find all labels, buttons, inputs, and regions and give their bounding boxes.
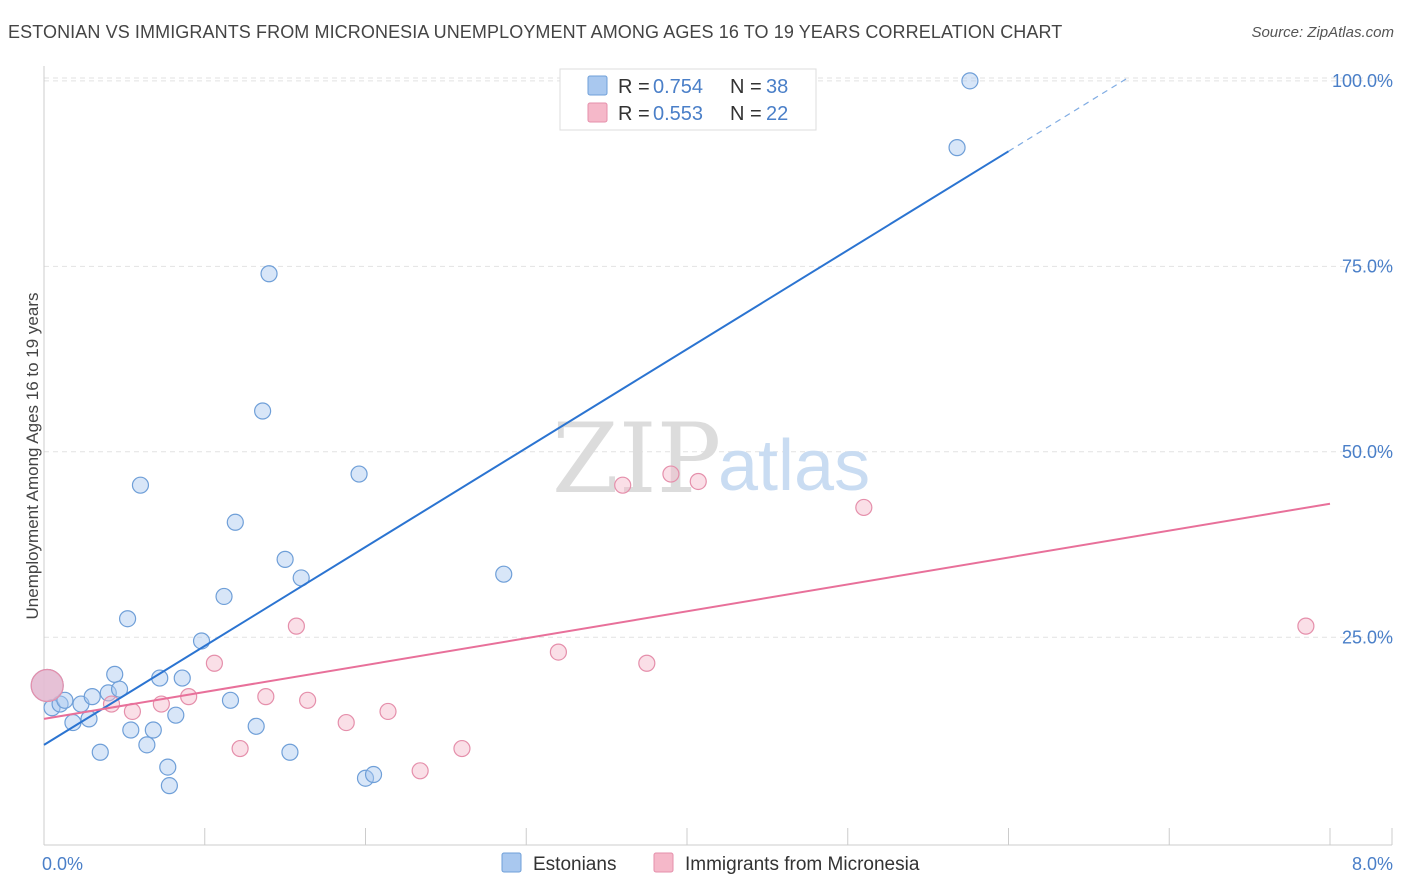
estonians-point[interactable] (226, 513, 244, 531)
estonians-point[interactable] (167, 706, 185, 724)
micronesia-point[interactable] (638, 654, 656, 672)
stats-swatch-micronesia (587, 102, 608, 123)
stats-r-value: 0.553 (653, 103, 703, 125)
estonians-point[interactable] (159, 758, 177, 776)
micronesia-point[interactable] (411, 762, 429, 780)
estonians-point[interactable] (99, 684, 117, 702)
estonians-point[interactable] (948, 139, 966, 157)
chart-title: ESTONIAN VS IMMIGRANTS FROM MICRONESIA U… (8, 22, 1063, 42)
estonians-point[interactable] (364, 765, 383, 784)
legend-item-estonians[interactable]: Estonians (501, 852, 616, 875)
x-tick-label-min: 0.0% (42, 854, 83, 874)
micronesia-point[interactable] (855, 498, 873, 517)
estonians-point[interactable] (131, 476, 150, 494)
x-tick-label-max: 8.0% (1352, 854, 1393, 874)
estonians-point[interactable] (83, 688, 101, 706)
stats-swatch-estonians (587, 75, 608, 96)
stats-n-label: N = (730, 76, 762, 98)
micronesia-point[interactable] (205, 654, 223, 672)
micronesia-point[interactable] (1297, 617, 1315, 635)
estonians-point[interactable] (961, 72, 979, 90)
estonians-trend-line (43, 150, 1010, 746)
micronesia-point[interactable] (662, 465, 680, 483)
micronesia-point[interactable] (287, 617, 305, 635)
estonians-point[interactable] (192, 632, 211, 650)
estonians-point[interactable] (56, 691, 74, 709)
legend-label-micronesia: Immigrants from Micronesia (685, 854, 920, 875)
estonians-point[interactable] (118, 610, 137, 628)
micronesia-point[interactable] (689, 472, 707, 491)
stats-row-estonians: R = 0.754 N = 38 (587, 75, 788, 98)
trend-lines (43, 76, 1331, 746)
watermark-atlas: atlas (718, 426, 870, 506)
estonians-point[interactable] (281, 743, 299, 761)
y-axis-label: Unemployment Among Ages 16 to 19 years (23, 293, 42, 620)
stats-n-value: 22 (766, 103, 788, 125)
estonians-point[interactable] (254, 402, 272, 420)
legend-swatch-micronesia (653, 852, 674, 873)
gridlines (44, 77, 1392, 638)
micronesia-point[interactable] (453, 739, 471, 758)
micronesia-point[interactable] (231, 739, 249, 758)
estonians-point[interactable] (173, 669, 191, 687)
estonians-point[interactable] (122, 721, 140, 739)
source-attribution: Source: ZipAtlas.com (1251, 24, 1394, 41)
axes (43, 66, 1392, 846)
legend-label-estonians: Estonians (533, 854, 616, 875)
estonians-point[interactable] (356, 769, 375, 787)
estonians-point[interactable] (350, 465, 368, 483)
y-tick-label: 75.0% (1342, 256, 1393, 276)
estonians-point[interactable] (247, 717, 265, 735)
estonians-point[interactable] (495, 565, 513, 583)
watermark: ZIP atlas (552, 403, 870, 515)
estonians-point[interactable] (215, 587, 233, 606)
y-tick-label: 25.0% (1342, 627, 1393, 647)
estonians-point[interactable] (221, 691, 240, 709)
estonians-point[interactable] (106, 665, 124, 683)
micronesia-point[interactable] (379, 702, 397, 721)
micronesia-point[interactable] (30, 668, 64, 703)
x-ticks (43, 828, 1393, 845)
micronesia-point[interactable] (257, 688, 275, 706)
estonians-point[interactable] (91, 743, 109, 761)
micronesia-point[interactable] (549, 643, 568, 661)
legend: Estonians Immigrants from Micronesia (501, 852, 920, 875)
legend-swatch-estonians (501, 852, 522, 873)
stats-r-label: R = (618, 103, 650, 125)
micronesia-trend-line (43, 502, 1331, 720)
estonians-point[interactable] (276, 550, 294, 568)
estonians-trend-extension (1008, 76, 1130, 152)
stats-r-label: R = (618, 76, 650, 98)
watermark-zip: ZIP (552, 403, 721, 515)
stats-row-micronesia: R = 0.553 N = 22 (587, 102, 788, 125)
estonians-point[interactable] (138, 736, 156, 754)
estonians-point[interactable] (260, 265, 278, 283)
micronesia-point[interactable] (337, 713, 355, 732)
y-tick-label: 50.0% (1342, 442, 1393, 462)
y-tick-label: 100.0% (1332, 71, 1393, 91)
estonians-point[interactable] (160, 777, 178, 795)
stats-r-value: 0.754 (653, 76, 703, 98)
micronesia-point[interactable] (299, 691, 317, 709)
stats-box: R = 0.754 N = 38 R = 0.553 N = 22 (559, 68, 817, 131)
estonians-point[interactable] (144, 721, 162, 739)
stats-n-value: 38 (766, 76, 788, 98)
legend-item-micronesia[interactable]: Immigrants from Micronesia (653, 852, 920, 875)
stats-n-label: N = (730, 103, 762, 125)
micronesia-point[interactable] (614, 476, 632, 494)
y-tick-labels: 25.0% 50.0% 75.0% 100.0% (1332, 71, 1393, 647)
